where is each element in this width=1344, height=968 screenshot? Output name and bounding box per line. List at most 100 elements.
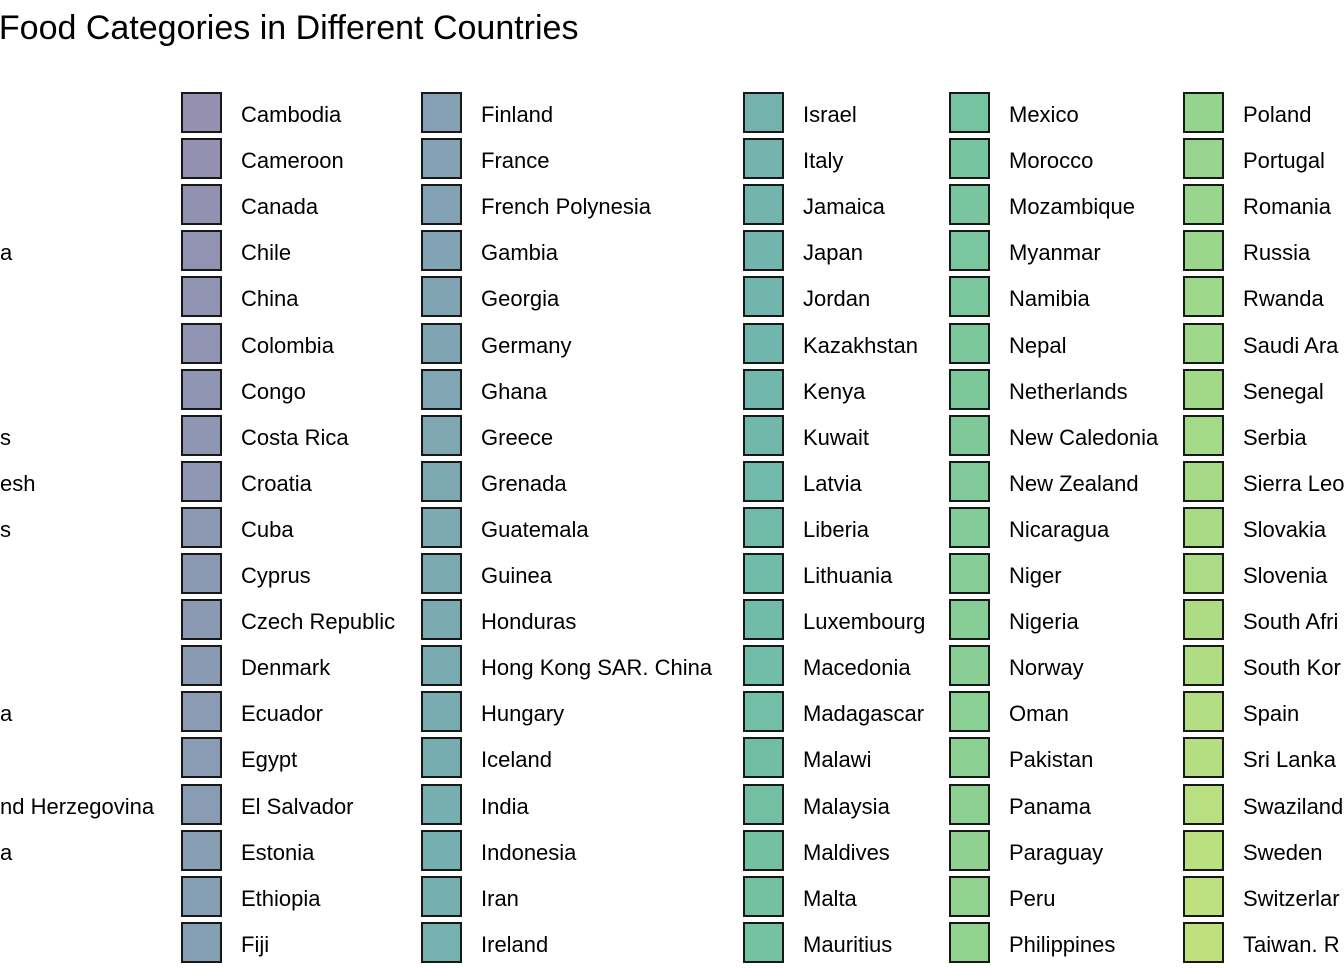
legend-label: Mexico	[1009, 102, 1079, 127]
legend-key	[421, 829, 462, 871]
legend-label: Grenada	[481, 470, 567, 496]
legend-key	[949, 368, 990, 410]
legend-key	[949, 184, 990, 226]
legend-key	[421, 138, 462, 180]
legend-label: Nicaragua	[1009, 516, 1110, 542]
legend-key	[949, 506, 990, 548]
legend-key	[181, 92, 222, 133]
legend-label: Cyprus	[241, 563, 311, 588]
legend-label: Namibia	[1009, 286, 1090, 312]
legend-key	[743, 138, 784, 180]
legend-label: Canada	[241, 194, 319, 220]
legend-key	[421, 921, 462, 963]
legend-label: Estonia	[241, 839, 315, 865]
legend-label: Paraguay	[1009, 839, 1104, 865]
legend-label: Hong Kong SAR. China	[481, 655, 713, 681]
legend-key	[181, 230, 222, 272]
legend-key	[421, 230, 462, 272]
legend-key	[949, 230, 990, 272]
legend-label: Portugal	[1243, 148, 1325, 174]
legend-label: Germany	[481, 332, 572, 358]
legend-label: Sierra Leo	[1243, 470, 1344, 496]
legend-key	[949, 414, 990, 456]
legend-label: Rwanda	[1243, 286, 1324, 312]
legend-key	[1183, 506, 1224, 548]
legend-key	[181, 553, 222, 594]
legend-label: El Salvador	[241, 793, 354, 819]
legend-label: Jamaica	[803, 194, 885, 220]
legend-label: Oman	[1009, 701, 1069, 727]
legend-key	[949, 829, 990, 871]
legend-label: South Kor	[1243, 655, 1341, 681]
legend-key	[949, 322, 990, 364]
legend-label: Myanmar	[1009, 240, 1101, 266]
legend-label: Guatemala	[481, 516, 589, 542]
legend-key	[743, 276, 784, 318]
legend-label: Luxembourg	[803, 609, 926, 635]
legend-label: Guinea	[481, 563, 552, 588]
legend-key	[181, 645, 222, 687]
legend-key	[949, 921, 990, 963]
legend-key	[1183, 138, 1224, 180]
legend-key	[1183, 599, 1224, 641]
legend-label: Macedonia	[803, 655, 911, 681]
legend-key	[181, 138, 222, 180]
legend-label: Senegal	[1243, 378, 1324, 404]
legend-key	[1183, 184, 1224, 226]
legend-label: Egypt	[241, 747, 298, 773]
legend-label: Lithuania	[803, 563, 893, 588]
legend-key	[181, 460, 222, 502]
legend-key	[949, 645, 990, 687]
legend-key	[421, 783, 462, 825]
legend-key	[421, 506, 462, 548]
legend-key	[421, 737, 462, 779]
legend-label: Denmark	[241, 655, 331, 681]
legend-key	[743, 414, 784, 456]
legend-key	[181, 921, 222, 963]
legend-key	[421, 322, 462, 364]
legend-label: Kenya	[803, 378, 866, 404]
legend-label: Croatia	[241, 470, 312, 496]
legend-label: Iceland	[481, 747, 552, 773]
legend-key	[1183, 230, 1224, 272]
legend-key	[181, 783, 222, 825]
legend-key	[181, 829, 222, 871]
legend-key	[949, 875, 990, 917]
legend-label-clipped: s	[0, 516, 11, 542]
legend-key	[949, 691, 990, 733]
legend-label: Czech Republic	[241, 609, 396, 635]
legend-key	[1183, 322, 1224, 364]
legend-label: Taiwan. R	[1243, 931, 1340, 957]
legend-key	[421, 645, 462, 687]
legend-key	[743, 368, 784, 410]
legend-label: Cambodia	[241, 102, 342, 127]
legend-key	[949, 276, 990, 318]
legend-label: Malawi	[803, 747, 872, 773]
legend-key	[181, 506, 222, 548]
legend-key	[949, 92, 990, 133]
legend-label: Honduras	[481, 609, 577, 635]
legend-label-clipped: nd Herzegovina	[0, 793, 155, 819]
legend-label: France	[481, 148, 550, 174]
legend-key	[421, 276, 462, 318]
legend-label: Costa Rica	[241, 424, 349, 450]
legend-key	[1183, 691, 1224, 733]
legend-label-clipped: a	[0, 240, 13, 266]
legend-key	[743, 460, 784, 502]
legend-key	[1183, 276, 1224, 318]
legend-label: Ghana	[481, 378, 548, 404]
legend-label: Saudi Ara	[1243, 332, 1339, 358]
legend-label-clipped: esh	[0, 470, 36, 496]
legend-label: New Zealand	[1009, 470, 1139, 496]
legend-label: New Caledonia	[1009, 424, 1159, 450]
legend-key	[949, 783, 990, 825]
legend-label: French Polynesia	[481, 194, 651, 220]
legend-key	[421, 875, 462, 917]
legend-key	[743, 599, 784, 641]
legend-label: Netherlands	[1009, 378, 1128, 404]
legend-label: China	[241, 286, 299, 312]
legend-key	[1183, 921, 1224, 963]
legend-label: Fiji	[241, 931, 270, 957]
legend-key	[743, 553, 784, 594]
legend-key	[181, 368, 222, 410]
